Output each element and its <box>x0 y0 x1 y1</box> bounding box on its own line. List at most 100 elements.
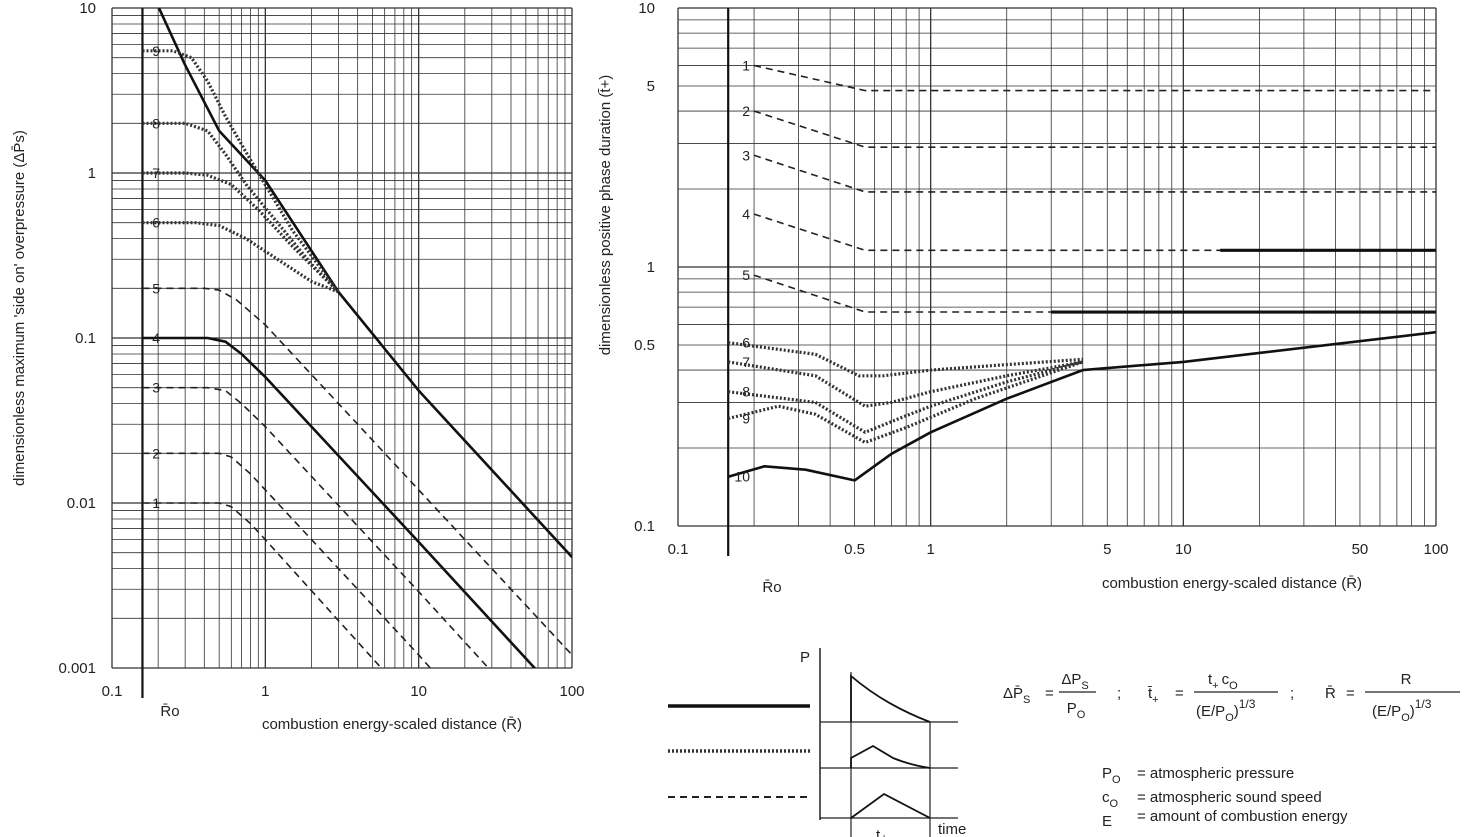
curve-label: 6 <box>742 335 750 351</box>
series-line-9 <box>142 49 340 293</box>
definition-co: cO = atmospheric sound speed <box>1102 789 1322 810</box>
legend-p-label: P <box>800 649 810 666</box>
curve-label: 9 <box>742 411 750 427</box>
series-line-3 <box>142 386 490 668</box>
duration-series <box>727 64 1436 482</box>
x-tick-label: 50 <box>1352 541 1369 558</box>
eq-dp-lhs: ΔP̄S <box>1003 685 1030 706</box>
x-tick-label: 0.5 <box>844 541 865 558</box>
series-line-9 <box>727 360 1084 445</box>
series-line-4 <box>142 336 537 668</box>
curve-label: 10 <box>734 469 750 485</box>
y-tick-label: 1 <box>647 259 655 276</box>
series-line-5 <box>753 274 1436 313</box>
definition-equations: ΔP̄S = ΔPS PO ; t̄+ = t+ cO (E/PO)1/3 ; R… <box>1003 671 1460 724</box>
eq-t-equals: = <box>1175 685 1184 702</box>
y-tick-label: 10 <box>638 0 655 17</box>
overpressure-grid <box>111 7 573 669</box>
curve-label: 3 <box>152 380 160 396</box>
overpressure-series <box>142 8 572 668</box>
eq-dp-equals: = <box>1045 685 1054 702</box>
x-tick-label: 0.1 <box>102 683 123 700</box>
line-style-legend: P time t₊ <box>668 648 966 837</box>
legend-ramped-pulse <box>850 744 931 769</box>
legend-shock-pulse <box>850 674 931 723</box>
overpressure-chart: 10 9 8 7 6 5 4 3 2 1 0.1 1 10 100 10 1 0.1 0.01 0.001 dim… <box>11 0 585 733</box>
x-tick-label: 1 <box>926 541 934 558</box>
definition-po: PO = atmospheric pressure <box>1102 765 1294 786</box>
y-tick-label: 1 <box>88 165 96 182</box>
series-line-2 <box>753 110 1436 148</box>
x-tick-label: 100 <box>1423 541 1448 558</box>
y-tick-label: 5 <box>647 78 655 95</box>
eq-dp-denominator: PO <box>1067 700 1086 721</box>
overpressure-curve-labels: 10987654321 <box>152 43 160 511</box>
legend-triangular-pulse <box>850 792 931 819</box>
curve-label: 5 <box>742 267 750 283</box>
y-tick-label: 10 <box>79 0 96 17</box>
eq-r-equals: = <box>1346 685 1355 702</box>
series-line-8 <box>728 360 1084 434</box>
series-line-6 <box>142 221 340 294</box>
duration-chart: 1 2 3 4 5 6 7 8 9 10 0.1 0.5 1 5 10 50 100 10 5 1 0.5 0.1 di… <box>597 0 1449 596</box>
duration-curve-labels: 1 2 3 4 5 6 7 8 9 10 <box>734 57 750 484</box>
overpressure-r0-label: R̄o <box>160 703 179 720</box>
series-line-3 <box>753 154 1436 193</box>
curve-label: 2 <box>742 103 750 119</box>
eq-t-lhs: t̄+ <box>1147 685 1159 706</box>
legend-time-label: time <box>938 821 966 837</box>
duration-grid <box>677 7 1437 527</box>
series-line-5 <box>142 287 572 656</box>
y-tick-label: 0.01 <box>67 495 96 512</box>
eq-r-lhs: R̄ <box>1325 685 1336 702</box>
y-tick-label: 0.1 <box>634 518 655 535</box>
x-tick-label: 5 <box>1103 541 1111 558</box>
duration-x-axis-label: combustion energy-scaled distance (R̄) <box>1102 575 1362 592</box>
symbol-definitions: PO = atmospheric pressure cO = atmospheric… <box>1102 765 1348 830</box>
curve-label: 8 <box>742 384 750 400</box>
x-tick-label: 10 <box>410 683 427 700</box>
series-line-4 <box>753 213 1436 252</box>
y-tick-label: 0.001 <box>58 660 96 677</box>
y-tick-label: 0.5 <box>634 337 655 354</box>
curve-label: 8 <box>152 115 160 131</box>
series-line-8 <box>142 121 340 294</box>
eq-dp-numerator: ΔPS <box>1061 671 1088 692</box>
duration-tick-labels: 0.1 0.5 1 5 10 50 100 10 5 1 0.5 0.1 <box>634 0 1448 558</box>
curve-label: 3 <box>742 147 750 163</box>
definition-e: E = amount of combustion energy <box>1102 808 1348 830</box>
overpressure-x-axis-label: combustion energy-scaled distance (R̄) <box>262 716 522 733</box>
series-line-2 <box>142 452 432 668</box>
x-tick-label: 1 <box>261 683 269 700</box>
eq-r-numerator: R <box>1401 671 1412 688</box>
series-line-10 <box>157 8 572 558</box>
eq-r-denominator: (E/PO)1/3 <box>1372 697 1432 724</box>
legend-tplus-label: t₊ <box>876 827 888 837</box>
curve-label: 4 <box>742 206 750 222</box>
x-tick-label: 0.1 <box>668 541 689 558</box>
x-tick-label: 10 <box>1175 541 1192 558</box>
eq-t-denominator: (E/PO)1/3 <box>1196 697 1256 724</box>
eq-separator-1: ; <box>1117 685 1121 702</box>
series-line-6 <box>727 341 1083 378</box>
curve-label: 9 <box>152 43 160 59</box>
y-tick-label: 0.1 <box>75 330 96 347</box>
eq-t-numerator: t+ cO <box>1208 671 1238 692</box>
series-line-10 <box>727 330 1436 482</box>
series-line-1 <box>142 502 383 668</box>
curve-label: 1 <box>742 57 750 73</box>
duration-r0-label: R̄o <box>762 579 781 596</box>
curve-label: 5 <box>152 280 160 296</box>
curve-label: 4 <box>152 330 160 346</box>
series-line-7 <box>142 171 340 294</box>
curve-label: 6 <box>152 215 160 231</box>
overpressure-y-axis-label: dimensionless maximum 'side on' overpres… <box>11 130 28 486</box>
series-line-7 <box>727 360 1084 408</box>
series-line-1 <box>753 64 1436 92</box>
curve-label: 7 <box>152 165 160 181</box>
curve-label: 1 <box>152 495 160 511</box>
curve-label: 7 <box>742 354 750 370</box>
overpressure-tick-labels: 0.1 1 10 100 10 1 0.1 0.01 0.001 <box>58 0 584 700</box>
eq-separator-2: ; <box>1290 685 1294 702</box>
